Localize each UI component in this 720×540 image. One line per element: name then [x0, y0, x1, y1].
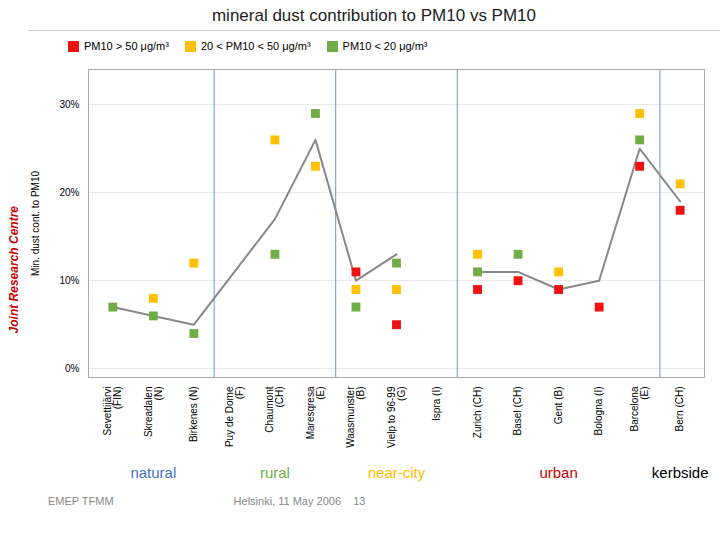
html-text:PM10 > 50 μg/m³: PM10 > 50 μg/m³	[84, 40, 169, 52]
svg-text:Sevettijärvi(FIN): Sevettijärvi(FIN)	[102, 387, 123, 436]
svg-text:Bologna (I): Bologna (I)	[593, 387, 604, 436]
svg-text:0%: 0%	[65, 363, 80, 374]
svg-text:Waasmunster(B): Waasmunster(B)	[345, 386, 366, 448]
html-text:PM10 < 20 μg/m³: PM10 < 20 μg/m³	[342, 40, 428, 52]
html-text:Joint Research Centre: Joint Research Centre	[7, 206, 21, 334]
svg-text:Birkenes (N): Birkenes (N)	[188, 387, 199, 443]
svg-text:Puy de Dome(F): Puy de Dome(F)	[224, 386, 245, 447]
svg-text:10%: 10%	[59, 275, 79, 286]
html-text:EMEP TFMM: EMEP TFMM	[48, 495, 114, 507]
svg-text:Ispra (I): Ispra (I)	[431, 387, 442, 421]
svg-text:Basel (CH): Basel (CH)	[512, 387, 523, 436]
svg-text:rural: rural	[260, 464, 290, 481]
svg-text:Bern (CH): Bern (CH)	[674, 387, 685, 432]
svg-text:Min. dust cont. to PM10: Min. dust cont. to PM10	[30, 171, 41, 276]
svg-text:30%: 30%	[59, 99, 79, 110]
svg-text:Chaumont(CH): Chaumont(CH)	[264, 386, 285, 432]
html-text:20 < PM10 < 50 μg/m³: 20 < PM10 < 50 μg/m³	[200, 40, 311, 52]
svg-text:kerbside: kerbside	[652, 464, 709, 481]
svg-text:Maresqresa(E): Maresqresa(E)	[305, 386, 326, 439]
svg-text:20%: 20%	[59, 187, 79, 198]
html-text:Helsinki, 11 May 2006 13: Helsinki, 11 May 2006 13	[233, 495, 366, 507]
svg-text:Gent (B): Gent (B)	[553, 387, 564, 425]
svg-text:Barcelona(E): Barcelona(E)	[629, 386, 650, 431]
html-text:mineral dust contribution to P: mineral dust contribution to PM10 vs PM1…	[211, 6, 536, 25]
svg-text:Vielp to 96-99(G): Vielp to 96-99(G)	[386, 386, 407, 448]
svg-text:natural: natural	[130, 464, 176, 481]
svg-text:urban: urban	[539, 464, 577, 481]
svg-text:Skreadalen(N): Skreadalen(N)	[143, 387, 164, 438]
svg-text:Zurich (CH): Zurich (CH)	[472, 387, 483, 439]
svg-text:near-city: near-city	[368, 464, 426, 481]
